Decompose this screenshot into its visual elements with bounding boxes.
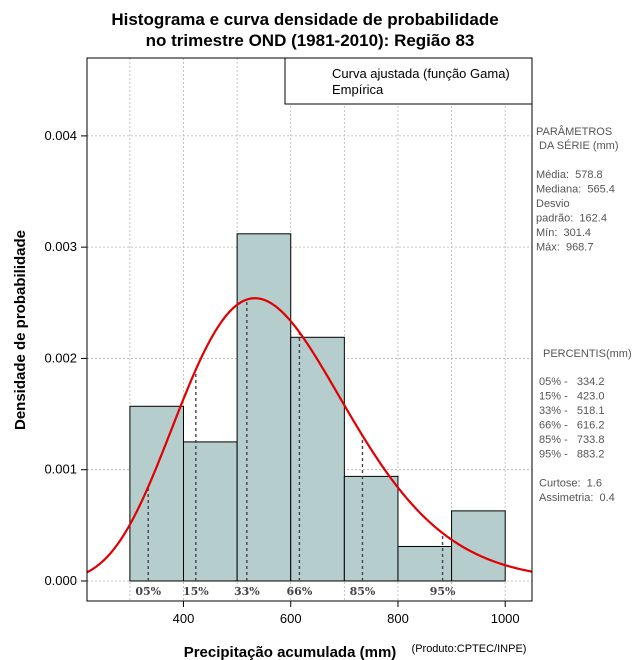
gamma-fit-curve [86,297,533,574]
params-body-line: padrão: 162.4 [536,213,607,225]
histogram-bar [343,475,399,582]
params-body-line: Média: 578.8 [536,169,603,181]
percentis-body-line: 95% - 883.2 [539,449,604,461]
percentis-body: 05% - 334.2 15% - 423.0 33% - 518.1 66% - 6… [539,376,615,504]
product-credit: (Produto:CPTEC/INPE) [412,643,527,655]
histogram-bar [129,405,185,582]
axes-layer: 400 600 800 1000 0.000 0.001 0.002 0.003 0.004 [44,128,532,626]
percentile-label: 66% [287,585,313,598]
percentis-body-line: Curtose: 1.6 [539,478,602,490]
params-body-line: Máx: 968.7 [536,242,593,254]
params-title: PARÂMETROS DA SÉRIE (mm) [536,125,619,152]
y-tick-label: 0.004 [44,128,77,143]
percentile-label: 85% [350,585,376,598]
histogram-bar [183,441,238,582]
x-tick-label: 400 [173,611,195,626]
params-body-line: Desvio [536,198,570,210]
params-title-line: PARÂMETROS [536,125,612,138]
percentis-body-line: Assimetria: 0.4 [539,492,615,504]
histogram-bar [397,545,453,582]
percentile-label: 05% [135,585,161,598]
bars-layer [129,233,506,582]
percentis-body-line: 33% - 518.1 [539,405,604,417]
percentis-body-line: 15% - 423.0 [539,391,604,403]
percentis-title-line: PERCENTIS(mm) [543,348,632,360]
x-axis-label: Precipitação acumulada (mm) [184,644,397,660]
percentile-label: 15% [183,585,209,598]
percentile-label: 33% [234,585,260,598]
chart-title-line1: Histograma e curva densidade de probabil… [111,10,498,29]
y-tick-label: 0.002 [44,350,77,365]
chart-title-line2: no trimestre OND (1981-2010): Região 83 [146,31,475,50]
y-tick-label: 0.000 [44,573,77,588]
percentis-body-line: 66% - 616.2 [539,420,604,432]
percentile-label: 95% [430,585,456,598]
percentile-lines-layer: 05% 15% 33% 66% 85% 95% [135,299,456,598]
params-body: Média: 578.8 Mediana: 565.4 Desvio padrão: … [536,169,615,254]
percentis-body-line: 85% - 733.8 [539,434,604,446]
histogram-bar [236,233,292,582]
x-tick-label: 1000 [491,611,520,626]
y-axis-label: Densidade de probabilidade [12,230,29,430]
legend-label-fitted: Curva ajustada (função Gama) [332,66,510,81]
y-tick-label: 0.001 [44,462,77,477]
percentis-body-line: 05% - 334.2 [539,376,604,388]
x-tick-label: 800 [387,611,409,626]
legend-label-empirical: Empírica [332,82,384,97]
legend-box [284,57,533,105]
params-body-line: Mín: 301.4 [536,227,591,239]
params-title-line: DA SÉRIE (mm) [536,139,619,152]
params-body-line: Mediana: 565.4 [536,184,615,196]
legend: Curva ajustada (função Gama) Empírica [284,57,533,105]
x-tick-label: 600 [280,611,302,626]
percentis-title: PERCENTIS(mm) [543,348,632,360]
side-panel: PARÂMETROS DA SÉRIE (mm) Média: 578.8 Med… [536,125,632,504]
y-tick-label: 0.003 [44,239,77,254]
